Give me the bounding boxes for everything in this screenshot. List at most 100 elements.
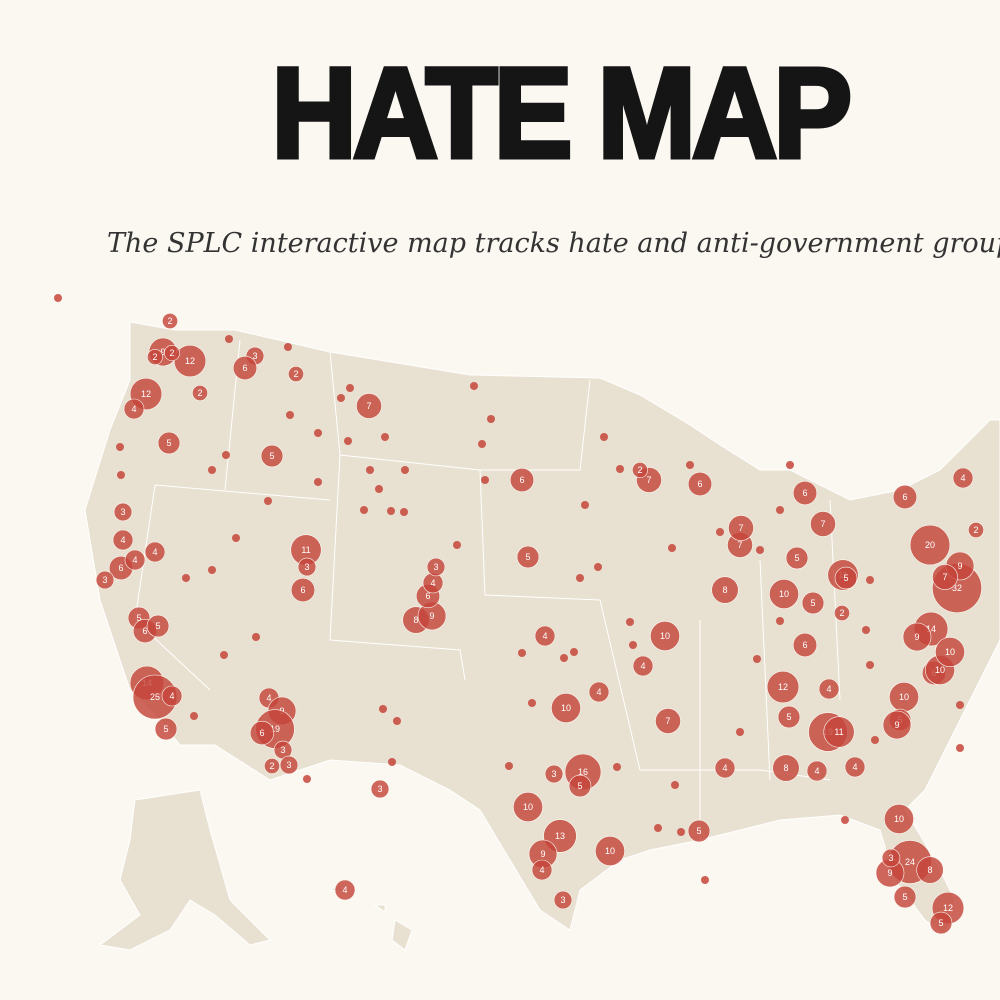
group-dot <box>866 661 874 669</box>
cluster-count: 19 <box>270 724 280 734</box>
cluster-bubble <box>297 557 317 577</box>
group-dot <box>716 528 724 536</box>
cluster-bubble <box>334 879 356 901</box>
cluster-bubble <box>655 708 681 734</box>
cluster-count: 3 <box>286 760 291 770</box>
cluster-count: 4 <box>169 691 174 701</box>
cluster-count: 10 <box>561 703 571 713</box>
cluster-bubble <box>728 515 754 541</box>
cluster-count: 13 <box>555 831 565 841</box>
group-dot <box>264 497 272 505</box>
cluster-count: 5 <box>810 598 815 608</box>
subtitle: The SPLC interactive map tracks hate and… <box>107 228 1000 259</box>
cluster-count: 2 <box>197 388 202 398</box>
cluster-count: 8 <box>783 763 788 773</box>
cluster-count: 2 <box>839 608 844 618</box>
cluster-bubble <box>650 621 680 651</box>
group-dot <box>677 828 685 836</box>
cluster-count: 5 <box>843 573 848 583</box>
cluster-bubble <box>893 885 917 909</box>
group-dot <box>117 471 125 479</box>
group-dot <box>388 758 396 766</box>
group-dot <box>956 744 964 752</box>
cluster-count: 6 <box>519 475 524 485</box>
cluster-count: 5 <box>269 451 274 461</box>
cluster-bubble <box>792 632 818 658</box>
cluster-count: 6 <box>902 492 907 502</box>
cluster-count: 10 <box>894 814 904 824</box>
cluster-count: 9 <box>957 561 962 571</box>
cluster-count: 8 <box>722 585 727 595</box>
cluster-count: 10 <box>899 692 909 702</box>
cluster-count: 8 <box>927 865 932 875</box>
group-dot <box>314 429 322 437</box>
group-dot <box>505 762 513 770</box>
cluster-bubble <box>164 345 180 361</box>
cluster-count: 4 <box>152 547 157 557</box>
group-dot <box>286 411 294 419</box>
page-title: HATE MAP <box>269 40 854 188</box>
cluster-count: 4 <box>342 885 347 895</box>
cluster-count: 4 <box>640 661 645 671</box>
cluster-count: 2 <box>169 348 174 358</box>
group-dot <box>753 655 761 663</box>
cluster-bubble <box>147 349 163 365</box>
cluster-bubble <box>769 579 799 609</box>
cluster-count: 7 <box>820 519 825 529</box>
group-dot <box>841 816 849 824</box>
group-dot <box>654 824 662 832</box>
group-dot <box>379 705 387 713</box>
group-dot <box>956 701 964 709</box>
group-dot <box>182 574 190 582</box>
cluster-bubble <box>249 720 275 746</box>
group-dot <box>481 476 489 484</box>
cluster-bubble <box>902 622 932 652</box>
group-dot <box>208 566 216 574</box>
cluster-bubble <box>426 557 446 577</box>
cluster-count: 7 <box>646 475 651 485</box>
group-dot <box>314 478 322 486</box>
cluster-bubble <box>806 760 828 782</box>
cluster-count: 2 <box>973 525 978 535</box>
cluster-count: 12 <box>185 356 195 366</box>
group-dot <box>487 415 495 423</box>
cluster-count: 3 <box>102 575 107 585</box>
cluster-bubble <box>370 779 390 799</box>
group-dot <box>366 466 374 474</box>
group-dot <box>116 443 124 451</box>
group-dot <box>776 506 784 514</box>
group-dot <box>478 440 486 448</box>
cluster-bubble <box>632 655 654 677</box>
cluster-count: 6 <box>697 479 702 489</box>
group-dot <box>594 563 602 571</box>
cluster-count: 2 <box>269 761 274 771</box>
cluster-count: 7 <box>366 401 371 411</box>
cluster-bubble <box>714 757 736 779</box>
group-dot <box>220 651 228 659</box>
group-dot <box>401 466 409 474</box>
group-dot <box>346 384 354 392</box>
cluster-count: 7 <box>737 540 742 550</box>
cluster-count: 5 <box>786 712 791 722</box>
cluster-bubble <box>595 836 625 866</box>
cluster-count: 6 <box>300 585 305 595</box>
group-dot <box>570 648 578 656</box>
cluster-count: 12 <box>778 682 788 692</box>
cluster-count: 5 <box>155 621 160 631</box>
cluster-count: 25 <box>150 692 160 702</box>
cluster-bubble <box>544 764 564 784</box>
group-dot <box>576 574 584 582</box>
group-dot <box>303 775 311 783</box>
cluster-count: 4 <box>814 766 819 776</box>
cluster-count: 11 <box>834 727 843 737</box>
cluster-count: 7 <box>665 716 670 726</box>
cluster-bubble <box>792 480 818 506</box>
cluster-count: 10 <box>779 589 789 599</box>
cluster-count: 4 <box>430 578 435 588</box>
cluster-bubble <box>687 819 711 843</box>
cluster-bubble <box>146 614 170 638</box>
cluster-bubble <box>952 467 974 489</box>
cluster-bubble <box>801 591 825 615</box>
cluster-count: 6 <box>425 591 430 601</box>
